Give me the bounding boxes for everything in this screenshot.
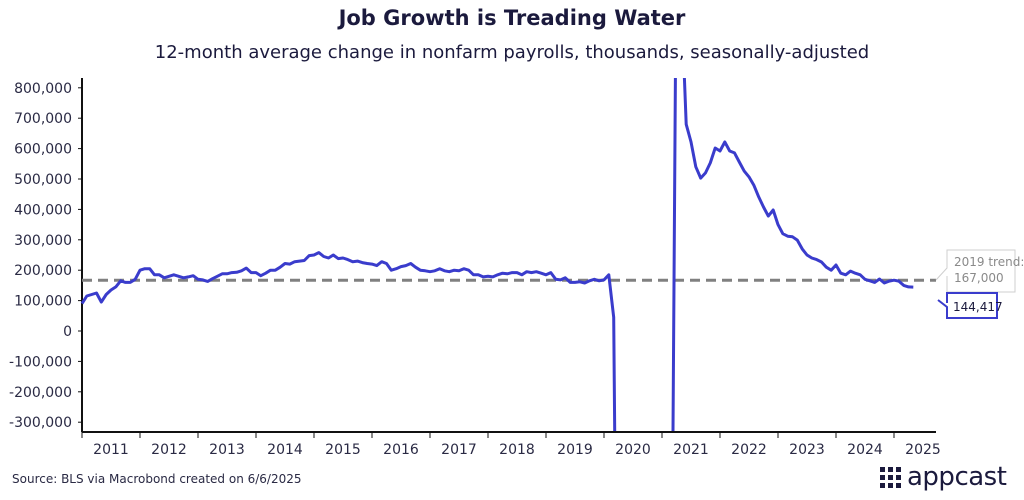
trend-label-value: 167,000 — [954, 271, 1004, 285]
y-tick-label: 300,000 — [14, 233, 72, 249]
source-note: Source: BLS via Macrobond created on 6/6… — [12, 472, 302, 486]
x-tick-label: 2017 — [441, 442, 477, 458]
trend-annotation: 2019 trend: 167,000 — [935, 249, 1024, 293]
x-tick-label: 2014 — [267, 442, 303, 458]
y-tick-label: -300,000 — [9, 415, 72, 431]
x-tick-label: 2012 — [151, 442, 187, 458]
y-tick-label: 500,000 — [14, 172, 72, 188]
x-tick-label: 2022 — [731, 442, 767, 458]
x-tick-label: 2023 — [789, 442, 825, 458]
y-tick-label: 100,000 — [14, 294, 72, 310]
y-tick-label: 400,000 — [14, 202, 72, 218]
y-tick-label: 800,000 — [14, 81, 72, 97]
x-tick-label: 2024 — [847, 442, 883, 458]
y-tick-label: 0 — [63, 324, 72, 340]
x-tick-label: 2020 — [615, 442, 651, 458]
y-tick-label: -200,000 — [9, 385, 72, 401]
appcast-logo: appcast — [880, 462, 1007, 492]
chart-subtitle: 12-month average change in nonfarm payro… — [154, 42, 870, 63]
x-tick-label: 2025 — [905, 442, 941, 458]
series-line — [80, 77, 914, 432]
y-tick-label: 600,000 — [14, 142, 72, 158]
y-tick-label: 700,000 — [14, 111, 72, 127]
trend-label-line1: 2019 trend: — [954, 255, 1024, 269]
x-tick-label: 2011 — [93, 442, 129, 458]
last-value-label: 144,417 — [953, 300, 1003, 314]
x-axis: 2011 2012 2013 2014 2015 2016 2017 2018 2019 2020… — [81, 431, 941, 458]
x-tick-label: 2016 — [383, 442, 419, 458]
x-tick-label: 2021 — [673, 442, 709, 458]
logo-text: appcast — [907, 462, 1007, 492]
y-axis: 800,000 700,000 600,000 500,000 400,000 300,0… — [9, 78, 83, 432]
last-value-annotation: 144,417 — [937, 292, 1003, 319]
x-tick-label: 2013 — [209, 442, 245, 458]
x-tick-label: 2019 — [557, 442, 593, 458]
chart-title: Job Growth is Treading Water — [338, 6, 686, 30]
last-value-box — [937, 292, 998, 319]
logo-mark-icon — [880, 466, 901, 488]
line-chart: 800,000 700,000 600,000 500,000 400,000 300,0… — [9, 77, 1024, 458]
x-tick-label: 2018 — [499, 442, 535, 458]
y-tick-label: -100,000 — [9, 354, 72, 370]
y-tick-label: 200,000 — [14, 263, 72, 279]
x-tick-label: 2015 — [325, 442, 361, 458]
